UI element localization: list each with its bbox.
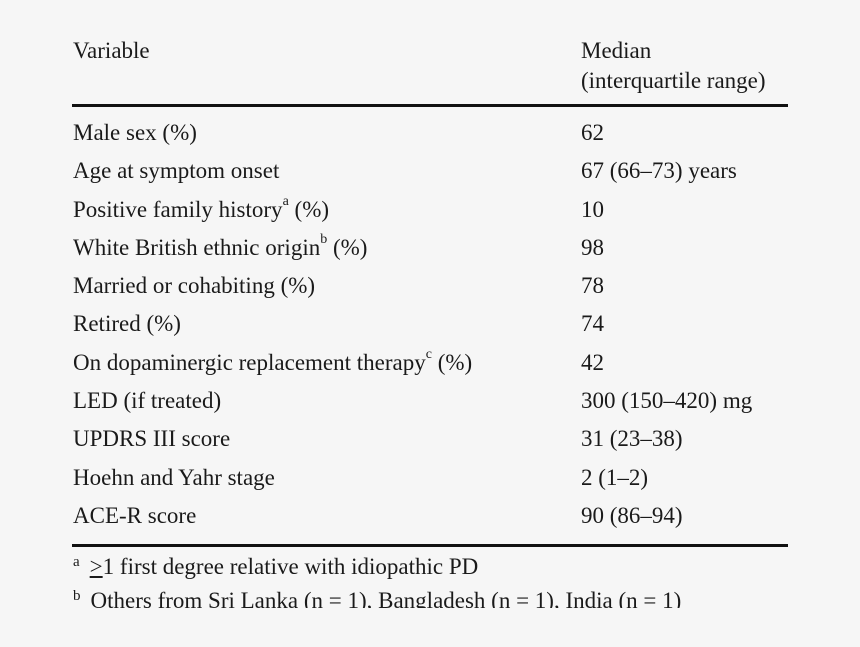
- table-row: UPDRS III score 31 (23–38): [0, 426, 860, 464]
- row-label: UPDRS III score: [73, 426, 231, 452]
- row-value: 300 (150–420) mg: [581, 388, 753, 414]
- footnote-marker: a: [282, 193, 289, 209]
- table-top-rule: [72, 104, 788, 107]
- footnote-marker: c: [425, 346, 432, 362]
- table-row: Male sex (%) 62: [0, 120, 860, 158]
- footnote-marker: b: [320, 231, 328, 247]
- row-label: LED (if treated): [73, 388, 222, 414]
- table-row: Age at symptom onset 67 (66–73) years: [0, 158, 860, 196]
- table-row: White British ethnic originb (%) 98: [0, 231, 860, 273]
- row-value: 2 (1–2): [581, 464, 649, 490]
- row-label: Hoehn and Yahr stage: [73, 464, 275, 490]
- table-row: LED (if treated) 300 (150–420) mg: [0, 388, 860, 426]
- header-median-line1: Median: [581, 38, 652, 63]
- row-value: 10: [581, 196, 604, 222]
- row-value: 67 (66–73) years: [581, 158, 737, 184]
- footnote-text: 1 first degree relative with idiopathic …: [102, 554, 479, 579]
- table-row: Positive family historya (%) 10: [0, 193, 860, 235]
- header-variable: Variable: [73, 38, 150, 63]
- table-row: On dopaminergic replacement therapyc (%)…: [0, 346, 860, 388]
- row-value: 98: [581, 234, 604, 260]
- row-label: Age at symptom onset: [73, 158, 280, 184]
- row-value: 90 (86–94): [581, 502, 683, 528]
- table-row: Hoehn and Yahr stage 2 (1–2): [0, 465, 860, 503]
- row-value: 62: [581, 120, 604, 145]
- row-value: 31 (23–38): [581, 426, 683, 452]
- header-median-line2: (interquartile range): [581, 68, 766, 93]
- row-label: On dopaminergic replacement therapyc (%): [73, 346, 473, 375]
- table-body: Male sex (%) 62 Age at symptom onset 67 …: [0, 120, 860, 541]
- row-value: 42: [581, 349, 604, 375]
- row-label: ACE-R score: [73, 502, 197, 528]
- row-label: White British ethnic originb (%): [73, 231, 368, 260]
- footnote-symbol: >: [89, 554, 103, 579]
- table-row: Married or cohabiting (%) 78: [0, 273, 860, 311]
- row-value: 74: [581, 311, 604, 337]
- footnote-b: b Others from Sri Lanka (n = 1), Banglade…: [73, 588, 793, 608]
- row-label: Positive family historya (%): [73, 193, 330, 222]
- row-label: Retired (%): [73, 311, 181, 337]
- row-value: 78: [581, 273, 604, 299]
- table-row: ACE-R score 90 (86–94): [0, 503, 860, 541]
- footnote-text: Others from Sri Lanka (n = 1), Banglades…: [90, 588, 682, 608]
- header-median: Median (interquartile range): [581, 36, 766, 96]
- table-row: Retired (%) 74: [0, 311, 860, 349]
- footnote-mark: b: [73, 588, 81, 604]
- footnote-a: a >1 first degree relative with idiopathi…: [73, 554, 793, 588]
- footnote-mark: a: [73, 554, 80, 570]
- footnotes: a >1 first degree relative with idiopathi…: [73, 554, 793, 608]
- row-label: Male sex (%): [73, 120, 197, 145]
- table-bottom-rule: [72, 544, 788, 547]
- row-label: Married or cohabiting (%): [73, 273, 316, 299]
